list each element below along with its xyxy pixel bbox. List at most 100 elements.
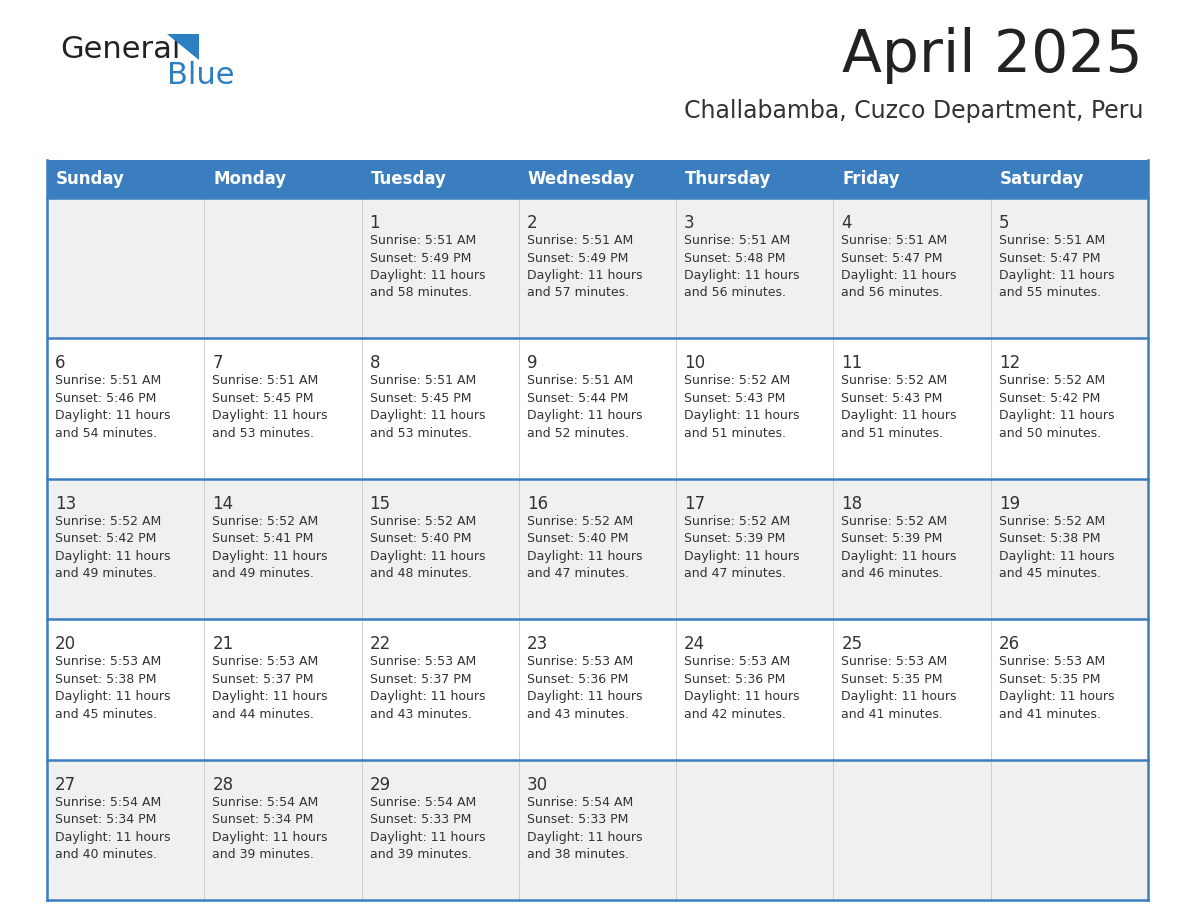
Text: Sunrise: 5:51 AM: Sunrise: 5:51 AM [55,375,162,387]
Text: Daylight: 11 hours: Daylight: 11 hours [999,690,1114,703]
Text: Sunset: 5:34 PM: Sunset: 5:34 PM [55,813,157,826]
Text: 8: 8 [369,354,380,373]
Text: Daylight: 11 hours: Daylight: 11 hours [684,269,800,282]
Text: Daylight: 11 hours: Daylight: 11 hours [526,831,643,844]
Text: Daylight: 11 hours: Daylight: 11 hours [369,690,485,703]
Text: Daylight: 11 hours: Daylight: 11 hours [526,550,643,563]
Text: Sunset: 5:49 PM: Sunset: 5:49 PM [526,252,628,264]
Text: General: General [61,35,181,64]
Text: Sunrise: 5:52 AM: Sunrise: 5:52 AM [841,375,948,387]
Text: 10: 10 [684,354,706,373]
Text: and 51 minutes.: and 51 minutes. [684,427,786,440]
Text: and 53 minutes.: and 53 minutes. [213,427,315,440]
Text: Daylight: 11 hours: Daylight: 11 hours [55,831,171,844]
Text: Sunrise: 5:52 AM: Sunrise: 5:52 AM [999,515,1105,528]
Text: Daylight: 11 hours: Daylight: 11 hours [55,550,171,563]
Text: Sunset: 5:35 PM: Sunset: 5:35 PM [999,673,1100,686]
Text: Challabamba, Cuzco Department, Peru: Challabamba, Cuzco Department, Peru [683,99,1143,123]
Text: and 39 minutes.: and 39 minutes. [213,848,314,861]
Text: and 55 minutes.: and 55 minutes. [999,286,1101,299]
Text: Sunset: 5:38 PM: Sunset: 5:38 PM [55,673,157,686]
Text: Daylight: 11 hours: Daylight: 11 hours [526,690,643,703]
Text: Sunset: 5:43 PM: Sunset: 5:43 PM [684,392,785,405]
Text: Monday: Monday [214,170,286,188]
Text: Sunrise: 5:54 AM: Sunrise: 5:54 AM [213,796,318,809]
Text: Sunset: 5:40 PM: Sunset: 5:40 PM [369,532,472,545]
Text: Sunset: 5:41 PM: Sunset: 5:41 PM [213,532,314,545]
Text: and 47 minutes.: and 47 minutes. [526,567,628,580]
Text: Daylight: 11 hours: Daylight: 11 hours [213,690,328,703]
Text: Sunrise: 5:53 AM: Sunrise: 5:53 AM [526,655,633,668]
Text: 13: 13 [55,495,76,513]
Text: and 49 minutes.: and 49 minutes. [55,567,157,580]
Text: 30: 30 [526,776,548,793]
Text: Sunrise: 5:51 AM: Sunrise: 5:51 AM [841,234,948,247]
Text: Daylight: 11 hours: Daylight: 11 hours [684,550,800,563]
Text: Sunset: 5:37 PM: Sunset: 5:37 PM [369,673,472,686]
Text: Sunset: 5:42 PM: Sunset: 5:42 PM [55,532,157,545]
Text: Sunrise: 5:54 AM: Sunrise: 5:54 AM [369,796,476,809]
Text: 18: 18 [841,495,862,513]
Text: Sunset: 5:40 PM: Sunset: 5:40 PM [526,532,628,545]
Text: Sunset: 5:37 PM: Sunset: 5:37 PM [213,673,314,686]
Text: Sunset: 5:34 PM: Sunset: 5:34 PM [213,813,314,826]
Text: 28: 28 [213,776,233,793]
Text: Sunset: 5:38 PM: Sunset: 5:38 PM [999,532,1100,545]
Text: 11: 11 [841,354,862,373]
Text: 7: 7 [213,354,223,373]
Text: Sunrise: 5:52 AM: Sunrise: 5:52 AM [369,515,476,528]
Text: Sunrise: 5:51 AM: Sunrise: 5:51 AM [369,234,476,247]
Text: Sunrise: 5:53 AM: Sunrise: 5:53 AM [684,655,790,668]
Text: Daylight: 11 hours: Daylight: 11 hours [369,831,485,844]
Text: 5: 5 [999,214,1010,232]
Text: Sunrise: 5:52 AM: Sunrise: 5:52 AM [684,375,790,387]
Text: 6: 6 [55,354,65,373]
Text: Daylight: 11 hours: Daylight: 11 hours [841,409,956,422]
Text: Daylight: 11 hours: Daylight: 11 hours [213,409,328,422]
Text: 24: 24 [684,635,706,654]
Text: Daylight: 11 hours: Daylight: 11 hours [999,269,1114,282]
Text: Sunrise: 5:51 AM: Sunrise: 5:51 AM [999,234,1105,247]
Text: 14: 14 [213,495,233,513]
Text: Sunset: 5:45 PM: Sunset: 5:45 PM [213,392,314,405]
Text: Sunset: 5:36 PM: Sunset: 5:36 PM [684,673,785,686]
Text: Sunset: 5:35 PM: Sunset: 5:35 PM [841,673,943,686]
Text: Sunset: 5:33 PM: Sunset: 5:33 PM [369,813,470,826]
Text: Sunrise: 5:53 AM: Sunrise: 5:53 AM [55,655,162,668]
Text: Daylight: 11 hours: Daylight: 11 hours [841,269,956,282]
Bar [48,620,1148,759]
Text: 25: 25 [841,635,862,654]
Text: Sunset: 5:39 PM: Sunset: 5:39 PM [684,532,785,545]
Text: 21: 21 [213,635,234,654]
Text: Sunrise: 5:52 AM: Sunrise: 5:52 AM [213,515,318,528]
Text: 4: 4 [841,214,852,232]
Text: Daylight: 11 hours: Daylight: 11 hours [213,550,328,563]
Bar [48,339,1148,479]
Text: 12: 12 [999,354,1020,373]
Text: and 40 minutes.: and 40 minutes. [55,848,157,861]
Text: and 50 minutes.: and 50 minutes. [999,427,1101,440]
Text: 17: 17 [684,495,706,513]
Text: and 57 minutes.: and 57 minutes. [526,286,628,299]
Text: and 49 minutes.: and 49 minutes. [213,567,314,580]
Text: and 52 minutes.: and 52 minutes. [526,427,628,440]
Text: Thursday: Thursday [685,170,771,188]
Text: and 48 minutes.: and 48 minutes. [369,567,472,580]
Text: Daylight: 11 hours: Daylight: 11 hours [369,269,485,282]
Text: Sunrise: 5:51 AM: Sunrise: 5:51 AM [526,375,633,387]
Text: Sunday: Sunday [56,170,125,188]
Text: Sunrise: 5:53 AM: Sunrise: 5:53 AM [841,655,948,668]
Text: Sunrise: 5:52 AM: Sunrise: 5:52 AM [841,515,948,528]
Text: Sunset: 5:46 PM: Sunset: 5:46 PM [55,392,157,405]
Text: Sunrise: 5:53 AM: Sunrise: 5:53 AM [999,655,1105,668]
Text: Friday: Friday [842,170,901,188]
Text: Sunrise: 5:52 AM: Sunrise: 5:52 AM [999,375,1105,387]
Text: Blue: Blue [168,61,234,90]
Text: and 41 minutes.: and 41 minutes. [999,708,1100,721]
Text: Sunrise: 5:53 AM: Sunrise: 5:53 AM [213,655,318,668]
Text: Sunset: 5:43 PM: Sunset: 5:43 PM [841,392,943,405]
Text: Daylight: 11 hours: Daylight: 11 hours [369,550,485,563]
Text: and 51 minutes.: and 51 minutes. [841,427,943,440]
Text: Daylight: 11 hours: Daylight: 11 hours [526,409,643,422]
Text: and 56 minutes.: and 56 minutes. [841,286,943,299]
